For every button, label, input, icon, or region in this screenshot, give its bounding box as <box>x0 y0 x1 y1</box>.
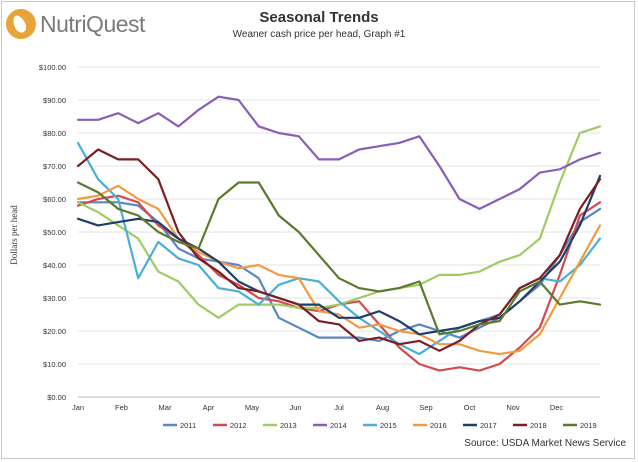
y-tick-label: $40.00 <box>43 261 66 270</box>
brand-name: NutriQuest <box>40 10 145 37</box>
y-tick-label: $50.00 <box>43 228 66 237</box>
legend-label: 2019 <box>580 421 597 430</box>
y-tick-label: $20.00 <box>43 327 66 336</box>
x-tick-label: Jun <box>289 403 301 412</box>
y-tick-label: $100.00 <box>39 63 66 72</box>
chart-subtitle: Weaner cash price per head, Graph #1 <box>232 29 406 40</box>
series-line-2017 <box>76 174 602 336</box>
y-tick-label: $90.00 <box>43 96 66 105</box>
x-tick-label: Sep <box>419 403 432 412</box>
leaf-logo-icon <box>6 9 36 39</box>
x-tick-label: Apr <box>203 403 215 412</box>
source-note: Source: USDA Market News Service <box>464 438 626 449</box>
legend-label: 2014 <box>330 421 347 430</box>
legend-label: 2013 <box>280 421 297 430</box>
legend-label: 2015 <box>380 421 397 430</box>
x-tick-label: May <box>245 403 259 412</box>
x-tick-label: Mar <box>159 403 172 412</box>
series-line-2014 <box>76 95 602 210</box>
legend-label: 2017 <box>480 421 497 430</box>
x-tick-label: Jan <box>72 403 84 412</box>
series-line-2016 <box>76 184 602 356</box>
y-tick-label: $30.00 <box>43 294 66 303</box>
series-line-2015 <box>76 141 602 356</box>
legend-label: 2012 <box>230 421 247 430</box>
x-tick-label: Aug <box>376 403 389 412</box>
legend-label: 2016 <box>430 421 447 430</box>
y-tick-label: $0.00 <box>47 393 66 402</box>
legend-label: 2018 <box>530 421 547 430</box>
y-tick-label: $60.00 <box>43 195 66 204</box>
x-tick-label: Feb <box>115 403 128 412</box>
chart-title: Seasonal Trends <box>259 9 379 26</box>
brand-logo: NutriQuest <box>6 6 145 42</box>
x-tick-label: Nov <box>506 403 520 412</box>
y-tick-label: $70.00 <box>43 162 66 171</box>
y-tick-label: $80.00 <box>43 129 66 138</box>
x-tick-label: Dec <box>550 403 564 412</box>
series-line-2013 <box>76 125 602 319</box>
legend-label: 2011 <box>180 421 196 430</box>
series-line-2018 <box>76 148 602 352</box>
x-tick-label: Jul <box>334 403 344 412</box>
series-line-2019 <box>76 181 602 336</box>
x-tick-label: Oct <box>464 403 477 412</box>
y-tick-label: $10.00 <box>43 360 66 369</box>
